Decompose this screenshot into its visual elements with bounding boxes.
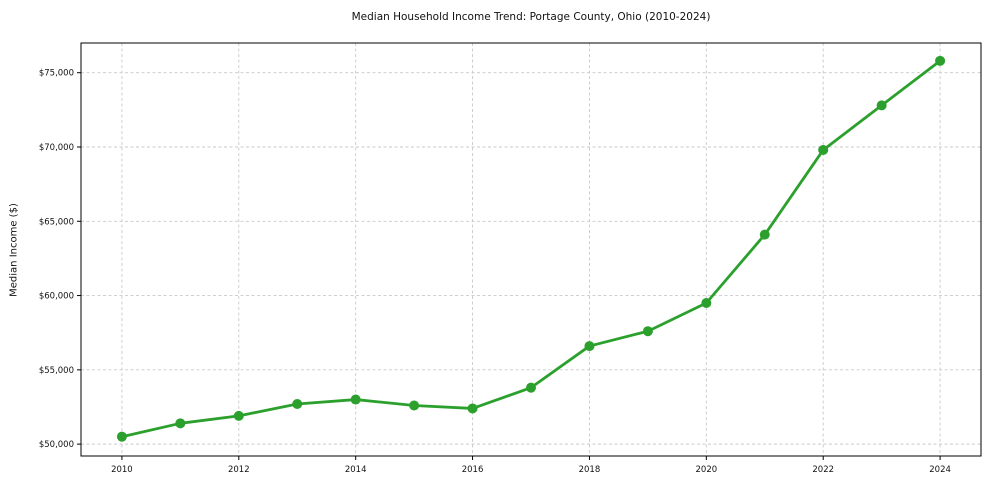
- data-point-2011: [175, 418, 186, 429]
- y-tick-label: $75,000: [39, 69, 74, 79]
- x-tick-label: 2022: [812, 465, 834, 475]
- x-tick-label: 2024: [929, 465, 951, 475]
- x-tick-label: 2012: [228, 465, 250, 475]
- data-point-2019: [642, 326, 653, 337]
- data-point-2010: [116, 431, 127, 442]
- data-point-2017: [526, 382, 536, 393]
- y-tick-label: $70,000: [39, 143, 74, 153]
- y-axis-label: Median Income ($): [8, 203, 20, 297]
- y-tick-label: $55,000: [39, 366, 74, 376]
- plot-border: [80, 42, 982, 457]
- data-point-2013: [292, 399, 303, 410]
- data-point-2015: [409, 400, 420, 411]
- data-point-2018: [584, 341, 595, 352]
- data-point-2023: [876, 100, 887, 111]
- x-tick-label: 2010: [111, 465, 133, 475]
- chart-title: Median Household Income Trend: Portage C…: [351, 11, 711, 23]
- data-point-2021: [759, 229, 770, 240]
- data-point-2012: [233, 410, 244, 421]
- data-point-2014: [350, 394, 361, 405]
- x-tick-label: 2020: [696, 465, 718, 475]
- data-point-2016: [467, 403, 478, 414]
- y-tick-label: $65,000: [39, 217, 74, 227]
- y-tick-label: $50,000: [39, 440, 74, 450]
- x-tick-label: 2018: [579, 465, 601, 475]
- x-tick-label: 2014: [345, 465, 367, 475]
- data-point-2022: [818, 144, 829, 155]
- trend-line: [120, 59, 942, 439]
- y-tick-label: $60,000: [39, 292, 74, 302]
- x-tick-label: 2016: [462, 465, 484, 475]
- data-point-2020: [701, 297, 712, 308]
- data-point-2024: [935, 55, 946, 66]
